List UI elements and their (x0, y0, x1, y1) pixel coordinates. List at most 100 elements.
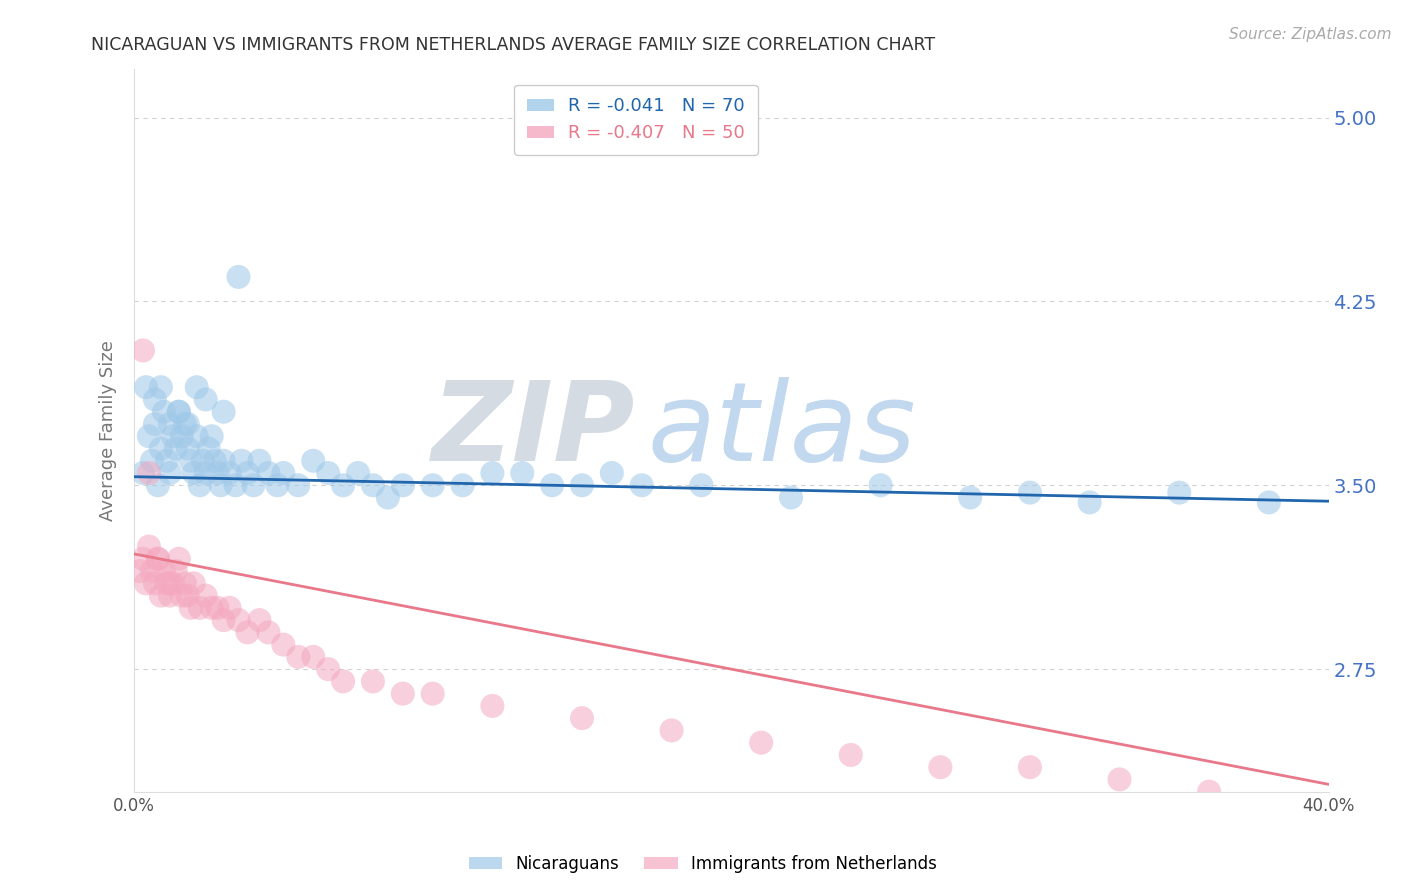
Point (165, 442, 187, 456)
Point (141, 564, 163, 578)
Point (391, 478, 413, 492)
Point (302, 649, 325, 664)
Point (170, 589, 193, 603)
Point (218, 466, 240, 480)
Point (630, 478, 652, 492)
Text: Source: ZipAtlas.com: Source: ZipAtlas.com (1229, 27, 1392, 42)
Point (135, 380, 157, 394)
Point (165, 564, 187, 578)
Point (236, 466, 259, 480)
Point (749, 736, 772, 750)
Point (1168, 485, 1191, 500)
Point (159, 589, 181, 603)
Point (143, 392, 166, 407)
Text: ZIP: ZIP (432, 376, 636, 483)
Legend: Nicaraguans, Immigrants from Netherlands: Nicaraguans, Immigrants from Netherlands (463, 848, 943, 880)
Point (170, 429, 193, 443)
Point (149, 589, 172, 603)
Legend: R = -0.041   N = 70, R = -0.407   N = 50: R = -0.041 N = 70, R = -0.407 N = 50 (515, 85, 758, 155)
Point (1019, 760, 1042, 774)
Point (1198, 785, 1220, 799)
Point (146, 551, 169, 566)
Point (188, 600, 211, 615)
Point (143, 417, 166, 431)
Point (600, 466, 623, 480)
Point (273, 638, 295, 652)
Point (143, 576, 166, 591)
Text: atlas: atlas (648, 376, 917, 483)
Point (332, 478, 354, 492)
Point (177, 442, 200, 456)
Point (138, 540, 160, 554)
Point (183, 576, 205, 591)
Point (869, 478, 891, 492)
Point (347, 466, 370, 480)
Point (541, 478, 564, 492)
Point (156, 454, 179, 468)
Point (571, 711, 593, 725)
Point (132, 551, 155, 566)
Point (204, 454, 226, 468)
Point (135, 576, 157, 591)
Point (201, 429, 224, 443)
Point (159, 417, 181, 431)
Point (257, 466, 280, 480)
Point (180, 600, 202, 615)
Y-axis label: Average Family Size: Average Family Size (100, 340, 117, 521)
Point (167, 551, 190, 566)
Point (146, 478, 169, 492)
Point (212, 613, 235, 627)
Text: NICARAGUAN VS IMMIGRANTS FROM NETHERLANDS AVERAGE FAMILY SIZE CORRELATION CHART: NICARAGUAN VS IMMIGRANTS FROM NETHERLAND… (91, 36, 935, 54)
Point (129, 564, 152, 578)
Point (173, 417, 195, 431)
Point (481, 466, 503, 480)
Point (361, 674, 384, 689)
Point (132, 343, 155, 358)
Point (661, 723, 683, 738)
Point (138, 466, 160, 480)
Point (153, 564, 176, 578)
Point (186, 380, 208, 394)
Point (207, 600, 229, 615)
Point (231, 454, 253, 468)
Point (162, 576, 184, 591)
Point (571, 478, 593, 492)
Point (167, 405, 190, 419)
Point (287, 478, 309, 492)
Point (287, 649, 309, 664)
Point (228, 613, 250, 627)
Point (149, 442, 172, 456)
Point (218, 600, 240, 615)
Point (481, 698, 503, 713)
Point (156, 576, 179, 591)
Point (177, 417, 200, 431)
Point (212, 405, 235, 419)
Point (138, 429, 160, 443)
Point (194, 392, 217, 407)
Point (132, 466, 155, 480)
Point (422, 478, 444, 492)
Point (209, 478, 232, 492)
Point (159, 576, 181, 591)
Point (257, 625, 280, 640)
Point (183, 466, 205, 480)
Point (149, 380, 172, 394)
Point (146, 551, 169, 566)
Point (236, 625, 259, 640)
Point (332, 674, 354, 689)
Point (225, 478, 247, 492)
Point (266, 478, 288, 492)
Point (173, 576, 195, 591)
Point (1257, 495, 1279, 509)
Point (188, 478, 211, 492)
Point (177, 589, 200, 603)
Point (242, 478, 264, 492)
Point (273, 466, 295, 480)
Point (180, 454, 202, 468)
Point (690, 478, 713, 492)
Point (141, 454, 163, 468)
Point (1108, 772, 1130, 787)
Point (212, 454, 235, 468)
Point (153, 405, 176, 419)
Point (197, 442, 219, 456)
